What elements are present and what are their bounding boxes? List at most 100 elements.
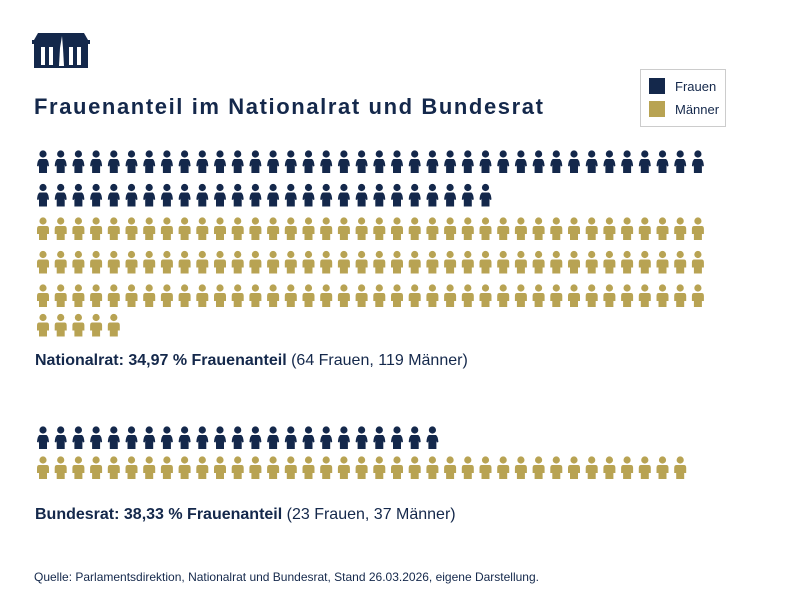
man-icon	[674, 217, 687, 240]
man-icon	[214, 284, 226, 307]
man-icon	[550, 284, 563, 307]
man-icon	[391, 250, 403, 274]
woman-icon	[54, 426, 67, 449]
man-icon	[550, 217, 563, 240]
man-icon	[638, 217, 651, 240]
man-icon	[426, 217, 439, 240]
woman-icon	[37, 426, 49, 449]
man-icon	[214, 456, 226, 479]
man-icon	[302, 456, 315, 479]
man-icon	[408, 250, 421, 274]
man-icon	[231, 217, 244, 240]
man-icon	[691, 250, 704, 274]
woman-icon	[532, 150, 545, 173]
man-icon	[444, 250, 457, 274]
woman-icon	[178, 183, 191, 207]
man-icon	[90, 250, 103, 274]
man-icon	[532, 250, 545, 274]
man-icon	[320, 217, 333, 240]
woman-icon	[337, 426, 350, 449]
man-icon	[621, 284, 634, 307]
man-icon	[479, 456, 492, 479]
parliament-logo-icon	[32, 33, 90, 68]
woman-icon	[461, 150, 474, 173]
woman-icon	[284, 426, 297, 449]
woman-icon	[143, 183, 156, 207]
man-icon	[90, 313, 103, 337]
man-icon	[302, 217, 315, 240]
woman-icon	[691, 150, 704, 173]
woman-icon	[214, 150, 226, 173]
man-icon	[391, 456, 403, 479]
woman-icon	[444, 150, 457, 173]
caption-bundesrat: Bundesrat: 38,33 % Frauenanteil (23 Frau…	[35, 506, 456, 524]
man-icon	[302, 250, 315, 274]
source-note: Quelle: Parlamentsdirektion, Nationalrat…	[34, 570, 539, 584]
woman-icon	[54, 150, 67, 173]
woman-icon	[72, 426, 85, 449]
man-icon	[585, 456, 598, 479]
man-icon	[603, 250, 616, 274]
woman-icon	[231, 150, 244, 173]
man-icon	[143, 217, 156, 240]
man-icon	[125, 456, 138, 479]
woman-icon	[143, 150, 156, 173]
woman-icon	[514, 150, 527, 173]
man-icon	[37, 456, 49, 479]
man-icon	[656, 217, 669, 240]
man-icon	[603, 284, 616, 307]
man-icon	[461, 217, 474, 240]
legend-swatch-men	[649, 101, 665, 117]
woman-icon	[125, 183, 138, 207]
woman-icon	[107, 183, 120, 207]
man-icon	[479, 250, 492, 274]
woman-icon	[214, 183, 226, 207]
man-icon	[284, 217, 297, 240]
man-icon	[90, 456, 103, 479]
man-icon	[355, 456, 368, 479]
man-icon	[497, 456, 510, 479]
woman-icon	[90, 150, 103, 173]
man-icon	[231, 250, 244, 274]
man-icon	[125, 250, 138, 274]
woman-icon	[302, 150, 315, 173]
woman-icon	[160, 426, 173, 449]
man-icon	[638, 456, 651, 479]
man-icon	[461, 250, 474, 274]
woman-icon	[196, 183, 209, 207]
woman-icon	[621, 150, 634, 173]
man-icon	[497, 250, 510, 274]
woman-icon	[320, 426, 333, 449]
woman-icon	[284, 150, 297, 173]
man-icon	[621, 250, 634, 274]
woman-icon	[568, 150, 580, 173]
woman-icon	[479, 150, 492, 173]
man-icon	[373, 284, 386, 307]
woman-icon	[550, 150, 563, 173]
woman-icon	[373, 150, 386, 173]
woman-icon	[214, 426, 226, 449]
man-icon	[72, 313, 85, 337]
man-icon	[143, 284, 156, 307]
man-icon	[514, 284, 527, 307]
man-icon	[196, 456, 209, 479]
man-icon	[408, 456, 421, 479]
man-icon	[461, 284, 474, 307]
man-icon	[267, 456, 280, 479]
woman-icon	[391, 426, 403, 449]
man-icon	[72, 456, 85, 479]
man-icon	[337, 456, 350, 479]
man-icon	[674, 284, 687, 307]
woman-icon	[231, 426, 244, 449]
man-icon	[125, 284, 138, 307]
woman-icon	[267, 426, 280, 449]
man-icon	[337, 284, 350, 307]
man-icon	[160, 217, 173, 240]
man-icon	[37, 250, 49, 274]
man-icon	[54, 313, 67, 337]
man-icon	[231, 456, 244, 479]
woman-icon	[160, 183, 173, 207]
man-icon	[674, 456, 687, 479]
man-icon	[72, 284, 85, 307]
woman-icon	[90, 426, 103, 449]
